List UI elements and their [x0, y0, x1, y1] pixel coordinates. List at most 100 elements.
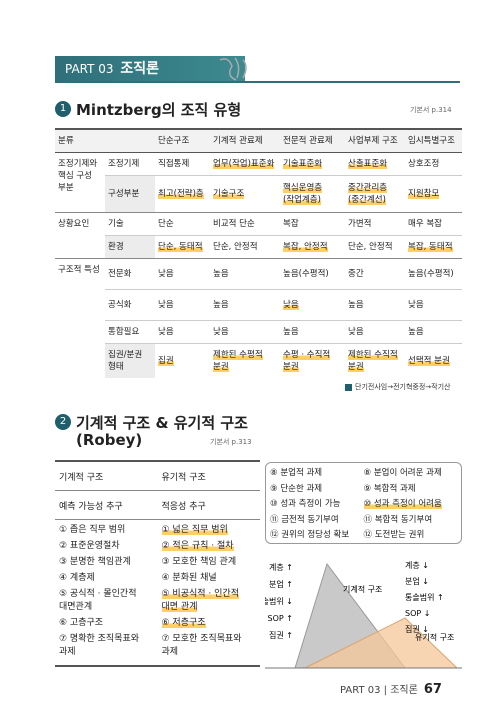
table-cell: 집권 [155, 343, 211, 378]
cell-text: 지원참모 [408, 189, 440, 199]
extra-organic: ⑧ 분업이 어려운 과제 ⑨ 복합적 과제 ⑩ 성과 측정이 어려움 ⑪ 복합적 동기… [363, 466, 458, 540]
table-cell: 높음(수평적) [405, 258, 463, 290]
logo-stroke [219, 57, 247, 81]
cell-text: 높음(수평적) [283, 269, 329, 279]
part-label: PART 03 [65, 62, 114, 76]
extra-mechanistic: ⑧ 분업적 과제 ⑨ 단순한 과제 ⑩ 성과 측정이 가능 ⑪ 금전적 동기부여 ⑫ 권… [270, 466, 364, 540]
goal: 적응성 추구 [157, 490, 260, 520]
header-cell: 전문적 관료제 [280, 128, 346, 153]
table-cell: 낮음 [345, 320, 406, 344]
cell-text: 비교적 단순 [213, 219, 255, 229]
header-cell: 기계적 관료제 [210, 128, 281, 153]
header-cell: 단순구조 [155, 128, 211, 153]
extra-text: ⑨ 복합적 과제 [363, 483, 416, 494]
section-title: 기계적 구조 & 유기적 구조 [76, 414, 248, 432]
table-cell: 제한된 수평적 분권 [210, 343, 281, 378]
group-label: 상황요인 [55, 212, 105, 259]
left-name: 기계적 구조 [343, 584, 382, 594]
mechanistic-list: ① 좁은 직무 범위 ② 표준운영절차 ③ 분명한 책임관계 ④ 계층제 ⑤ 공식적 ·… [55, 519, 158, 667]
mintzberg-table: 분류 단순구조 기계적 관료제 전문적 관료제 사업부제 구조 임시특별구조 조정기제와 핵… [55, 128, 463, 378]
table-row: 집권/분권 형태 집권 제한된 수평적 분권 수평 · 수직적 분권 제한된 수직적 분… [55, 343, 463, 378]
row-label: 집권/분권 형태 [105, 343, 156, 378]
table-row: 공식화 낮음 높음 낮음 높음 낮음 [55, 289, 463, 321]
cell-text: 상호조정 [408, 159, 440, 169]
mnemonic-note: 단기전사임→전기혁중정→작기산 [345, 382, 450, 392]
table-row: 통합필요 낮음 낮음 높음 낮음 높음 [55, 320, 463, 344]
header-row: 분류 단순구조 기계적 관료제 전문적 관료제 사업부제 구조 임시특별구조 [55, 128, 463, 153]
note-marker [345, 383, 352, 391]
table-row: 구성부분 최고(전략)층 기술구조 핵심운영층 (작업계층) 중간관리층 (중간계선) 지… [55, 175, 463, 213]
cell-text: 업무(작업)표준화 [213, 159, 275, 169]
list-text: ⑦ 모호한 조직목표와 과제 [161, 634, 242, 657]
cell-text: 단순, 안정적 [213, 242, 258, 252]
extra-item: ⑩ 성과 측정이 가능 [270, 499, 341, 509]
cell-text: 기술구조 [213, 189, 245, 199]
extra-text: ⑪ 복합적 동기부여 [363, 514, 433, 525]
list-item: ④ 분화된 채널 [162, 572, 257, 585]
table-cell: 직접통제 [155, 152, 211, 176]
part-header: PART 03 조직론 [55, 56, 245, 82]
cell-text: 낮음 [348, 327, 364, 337]
list-text: ① 넓은 직무 범위 [161, 525, 228, 535]
table-cell: 업무(작업)표준화 [210, 152, 281, 176]
table-cell: 단순 [155, 212, 211, 236]
extra-item: ⑧ 분업이 어려운 과제 [364, 466, 458, 482]
table-cell: 상호조정 [405, 152, 463, 176]
list-item: ③ 분명한 책임관계 [59, 557, 131, 567]
table-cell: 기술표준화 [280, 152, 346, 176]
cell-text: 높음 [348, 300, 364, 310]
section-number: 1 [55, 101, 71, 117]
row-label: 기술 [105, 212, 156, 236]
list-item: ⑦ 명확한 조직목표와 과제 [59, 634, 140, 657]
cell-text: 높음(수평적) [408, 269, 454, 279]
cell-text: 낮음 [283, 300, 299, 310]
group-label: 조정기제와 핵심 구성 부분 [55, 152, 105, 213]
extra-item: ⑫ 권위의 정당성 확보 [270, 530, 350, 540]
cell-text: 기술표준화 [283, 159, 323, 169]
list-text: ③ 모호한 책임 관계 [161, 557, 237, 567]
header-cell: 임시특별구조 [405, 128, 463, 153]
list-item: ③ 모호한 책임 관계 [162, 556, 257, 569]
table-cell: 핵심운영층 (작업계층) [280, 175, 346, 213]
organic-list: ① 넓은 직무 범위 ② 적은 규칙 · 절차 ③ 모호한 책임 관계 ④ 분화된 채… [157, 519, 260, 667]
table-cell: 낮음 [210, 320, 281, 344]
page-number: 67 [423, 682, 442, 697]
cell-text: 낮음 [158, 300, 174, 310]
table-cell: 낮음 [155, 320, 211, 344]
table-cell: 복잡, 안정적 [280, 235, 346, 259]
cell-text: 산출표준화 [348, 159, 388, 169]
row-label: 조정기제 [105, 152, 156, 176]
extra-text: ⑧ 분업이 어려운 과제 [363, 468, 442, 478]
extra-item: ⑧ 분업적 과제 [270, 468, 323, 478]
cell-text: 높음 [408, 327, 424, 337]
cell-text: 복잡, 안정적 [283, 242, 328, 252]
cell-text: 낮음 [408, 300, 424, 310]
right-label: 집권 ↓ [405, 624, 429, 634]
row-label: 공식화 [105, 289, 156, 321]
table-cell: 높음 [345, 289, 406, 321]
table-cell: 높음 [210, 289, 281, 321]
section-number: 2 [55, 414, 71, 430]
cell-text: 높음 [213, 300, 229, 310]
note-text: 단기전사임→전기혁중정→작기산 [355, 383, 451, 391]
cell-text: 선택적 분권 [408, 356, 450, 366]
extra-item: ⑪ 금전적 동기부여 [270, 514, 339, 525]
extra-item: ⑫ 도전받는 권위 [364, 528, 458, 544]
cell-text: 수평 · 수직적 분권 [283, 350, 331, 372]
list-item: ① 좁은 직무 범위 [59, 525, 126, 535]
table-cell: 최고(전략)층 [155, 175, 211, 213]
table-row: 환경 단순, 동태적 단순, 안정적 복잡, 안정적 단순, 안정적 복잡, 동태적 [55, 235, 463, 259]
extra-item: ⑨ 복합적 과제 [364, 482, 458, 498]
column-header: 기계적 구조 [55, 460, 158, 491]
table-cell: 가변적 [345, 212, 406, 236]
cell-text: 단순 [158, 219, 174, 229]
logo-decoration [219, 57, 247, 81]
list-text: ② 적은 규칙 · 절차 [161, 541, 234, 551]
left-label: 분업 ↑ [269, 580, 293, 589]
table-cell: 높음 [405, 320, 463, 344]
page-footer: PART 03 | 조직론 67 [340, 682, 442, 697]
table-cell: 수평 · 수직적 분권 [280, 343, 346, 378]
list-item: ⑥ 저층구조 [161, 617, 257, 630]
header-rule [55, 81, 460, 83]
